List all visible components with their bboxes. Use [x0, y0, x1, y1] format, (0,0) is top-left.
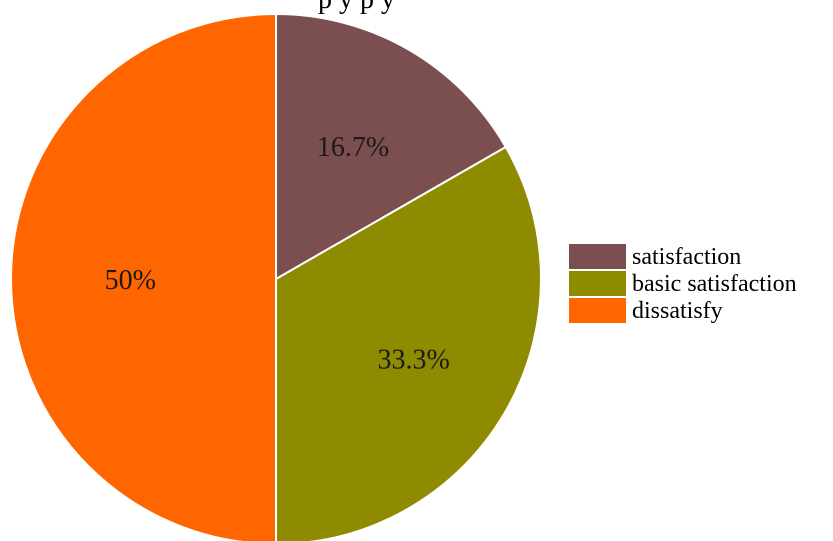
legend-swatch-dissatisfy [569, 298, 626, 323]
data-label-dissatisfy: 50% [105, 265, 156, 296]
legend-label-dissatisfy: dissatisfy [632, 298, 723, 324]
data-label-basic-satisfaction: 33.3% [377, 345, 449, 376]
cropped-caption-text: p y p y [318, 0, 395, 15]
pie-slices [10, 12, 542, 541]
legend-swatch-basic-satisfaction [569, 271, 626, 296]
pie-slice-dissatisfy [10, 12, 277, 541]
data-label-satisfaction: 16.7% [317, 132, 389, 163]
legend-swatch-satisfaction [569, 244, 626, 269]
pie-data-labels: 16.7% 33.3% 50% [105, 132, 450, 376]
pie-slice-basic-satisfaction [275, 145, 542, 541]
legend-label-basic-satisfaction: basic satisfaction [632, 271, 797, 297]
legend-label-satisfaction: satisfaction [632, 244, 741, 270]
pie-slice-satisfaction [275, 12, 508, 281]
